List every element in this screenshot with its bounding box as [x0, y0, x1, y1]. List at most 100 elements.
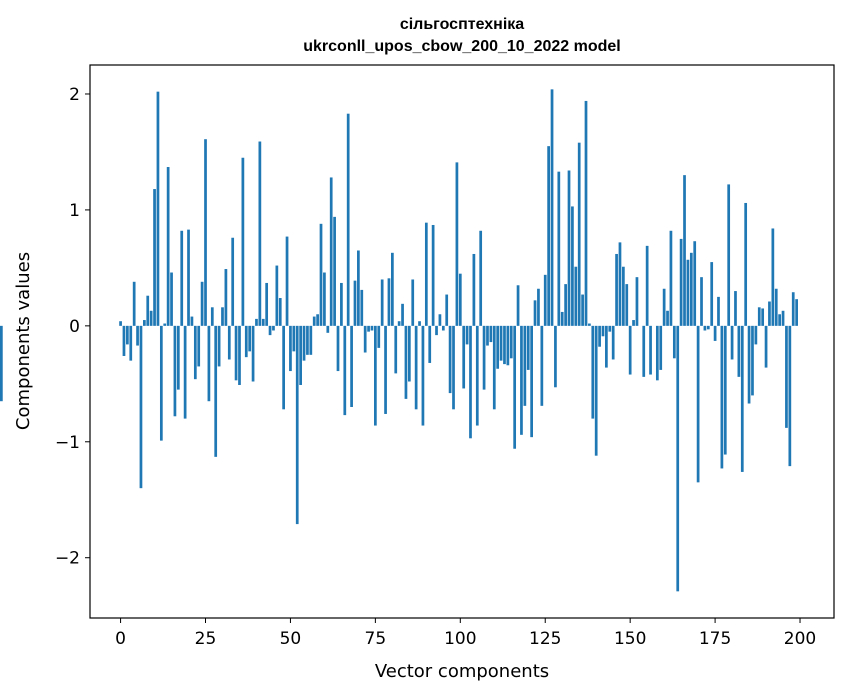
- bar: [788, 325, 792, 467]
- bar: [543, 274, 547, 326]
- bar: [523, 325, 527, 406]
- bar: [520, 325, 523, 435]
- bar: [421, 325, 425, 426]
- bar: [462, 325, 466, 389]
- bar: [713, 325, 717, 341]
- bar: [207, 325, 211, 402]
- bar: [360, 289, 364, 326]
- bar: [384, 325, 387, 414]
- bar: [503, 325, 506, 365]
- bar: [285, 236, 289, 326]
- bar: [622, 266, 625, 326]
- bar: [662, 288, 666, 326]
- bar: [611, 325, 615, 360]
- bar: [768, 301, 771, 326]
- bar: [159, 325, 163, 441]
- x-axis-label: Vector components: [375, 661, 549, 682]
- x-tick-label: 150: [614, 629, 646, 649]
- bar: [700, 277, 703, 326]
- y-tick-label: −1: [55, 433, 80, 453]
- bar: [122, 325, 126, 356]
- bar: [333, 216, 336, 326]
- bar: [628, 325, 632, 375]
- bar: [554, 325, 557, 388]
- bar: [146, 295, 150, 326]
- bar: [689, 252, 693, 326]
- bar: [149, 310, 153, 326]
- bar: [319, 223, 323, 326]
- bar: [557, 171, 561, 326]
- bar: [363, 325, 367, 353]
- bar: [183, 325, 187, 419]
- bar: [516, 285, 520, 326]
- bar: [625, 284, 629, 326]
- bar: [119, 321, 122, 326]
- bar: [475, 325, 479, 426]
- bar: [129, 325, 133, 361]
- bar: [734, 291, 737, 326]
- bar: [550, 89, 554, 326]
- bar: [703, 325, 707, 331]
- bar: [438, 314, 442, 326]
- bar: [795, 299, 798, 326]
- chart-title: сільгосптехніка: [400, 16, 524, 33]
- bar: [224, 269, 228, 326]
- bar: [574, 266, 578, 326]
- bar: [781, 310, 785, 326]
- x-tick-label: 200: [784, 629, 816, 649]
- y-tick-label: 2: [69, 85, 80, 105]
- bar: [163, 323, 167, 326]
- bar: [238, 325, 241, 385]
- bar: [234, 325, 238, 381]
- bar: [584, 100, 588, 326]
- bar: [615, 253, 618, 326]
- bar: [635, 277, 639, 326]
- bar: [560, 311, 564, 326]
- bar: [190, 316, 194, 326]
- bar: [340, 282, 343, 326]
- bar: [357, 250, 360, 326]
- bar: [479, 230, 483, 326]
- bar: [210, 307, 214, 326]
- bar: [499, 325, 503, 361]
- bar: [679, 238, 683, 326]
- bar: [655, 325, 659, 381]
- bar: [441, 325, 445, 331]
- bar: [391, 252, 394, 326]
- bar: [458, 273, 462, 326]
- x-tick-label: 175: [699, 629, 731, 649]
- bar: [577, 142, 581, 326]
- bar: [241, 157, 245, 326]
- bar: [710, 262, 714, 326]
- bar: [601, 325, 605, 337]
- bar: [581, 294, 584, 326]
- bar: [669, 230, 673, 326]
- bar: [272, 325, 275, 331]
- bar: [757, 307, 761, 326]
- bar: [618, 242, 622, 326]
- bar: [227, 325, 231, 360]
- bar: [0, 325, 3, 402]
- bar: [598, 325, 601, 347]
- bar: [312, 316, 316, 326]
- bar: [265, 282, 269, 326]
- bar: [605, 325, 608, 368]
- bar: [204, 139, 207, 326]
- bar: [649, 325, 652, 375]
- bar: [217, 325, 221, 367]
- bar: [299, 325, 302, 385]
- bar: [513, 325, 517, 449]
- bar: [268, 325, 272, 336]
- bar: [418, 321, 421, 326]
- bar: [448, 325, 452, 394]
- chart-subtitle: ukrconll_upos_cbow_200_10_2022 model: [303, 38, 620, 55]
- bar: [693, 241, 697, 326]
- bar: [455, 162, 459, 326]
- bar: [278, 298, 282, 326]
- bar: [221, 307, 224, 326]
- bar: [295, 325, 299, 525]
- bar: [132, 281, 136, 326]
- bar: [197, 325, 201, 367]
- bar: [452, 325, 455, 410]
- bar: [482, 325, 486, 390]
